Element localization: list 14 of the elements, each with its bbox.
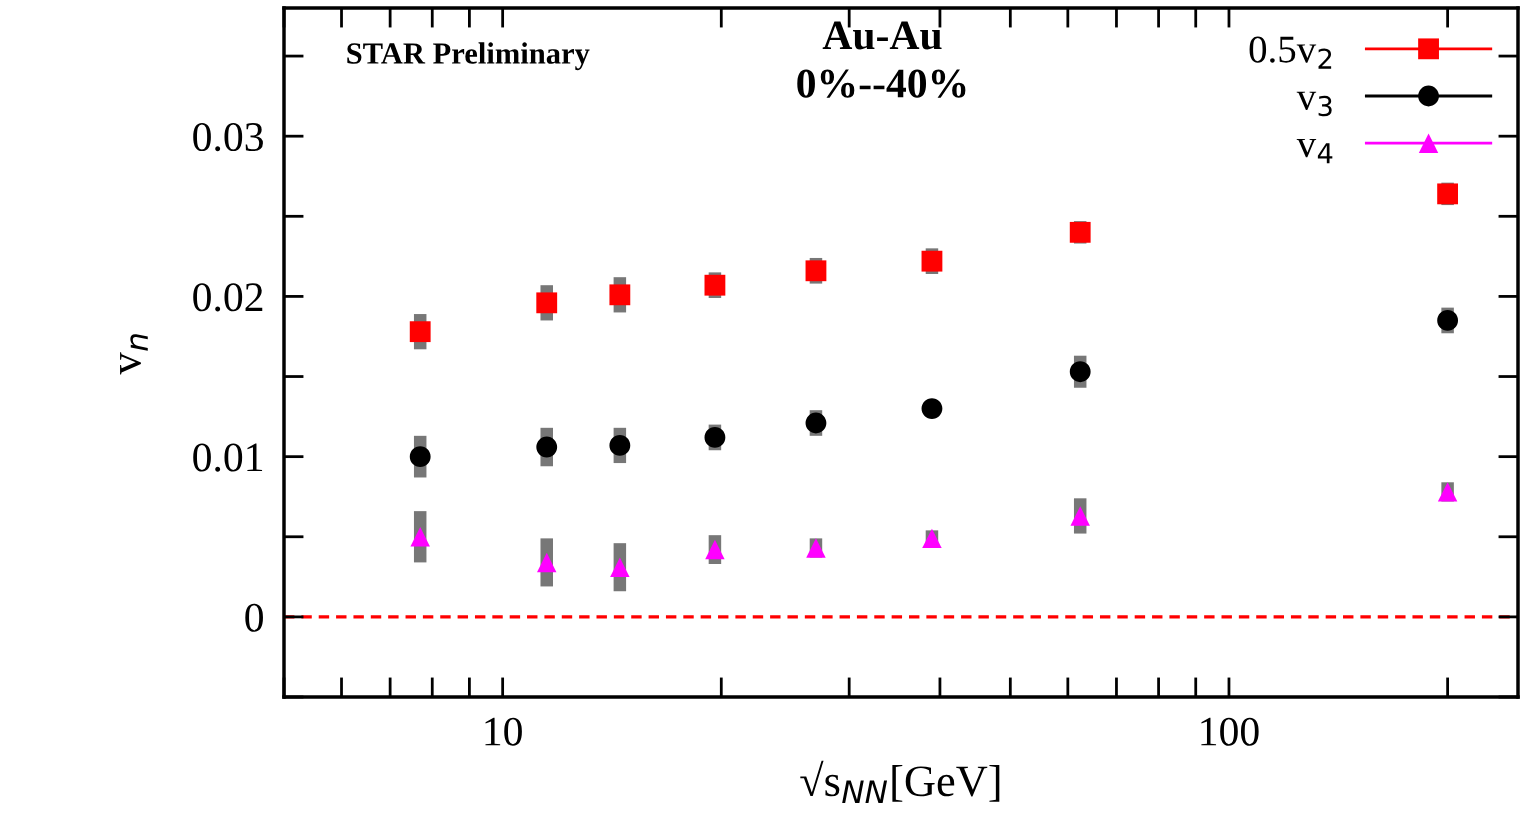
annotation: 0%--40% — [797, 69, 966, 98]
y-axis-title: v$_{n}$ — [120, 334, 148, 375]
x-tick-label: 10 — [485, 717, 522, 746]
y-tick-label: 0.01 — [193, 443, 263, 472]
x-axis-title: √s$_{NN}$[GeV] — [800, 760, 1000, 804]
x-tick-label: 100 — [1201, 717, 1259, 746]
annotation: Au-Au — [822, 21, 942, 50]
annotation: STAR Preliminary — [347, 42, 590, 71]
legend-label: v$_{4}$ — [1296, 138, 1333, 164]
y-tick-label: 0 — [245, 603, 263, 632]
legend-label: 0.5v$_{2}$ — [1249, 36, 1332, 69]
y-tick-label: 0.02 — [193, 283, 263, 312]
legend-label: v$_{3}$ — [1296, 91, 1332, 117]
y-tick-label: 0.03 — [193, 122, 263, 152]
